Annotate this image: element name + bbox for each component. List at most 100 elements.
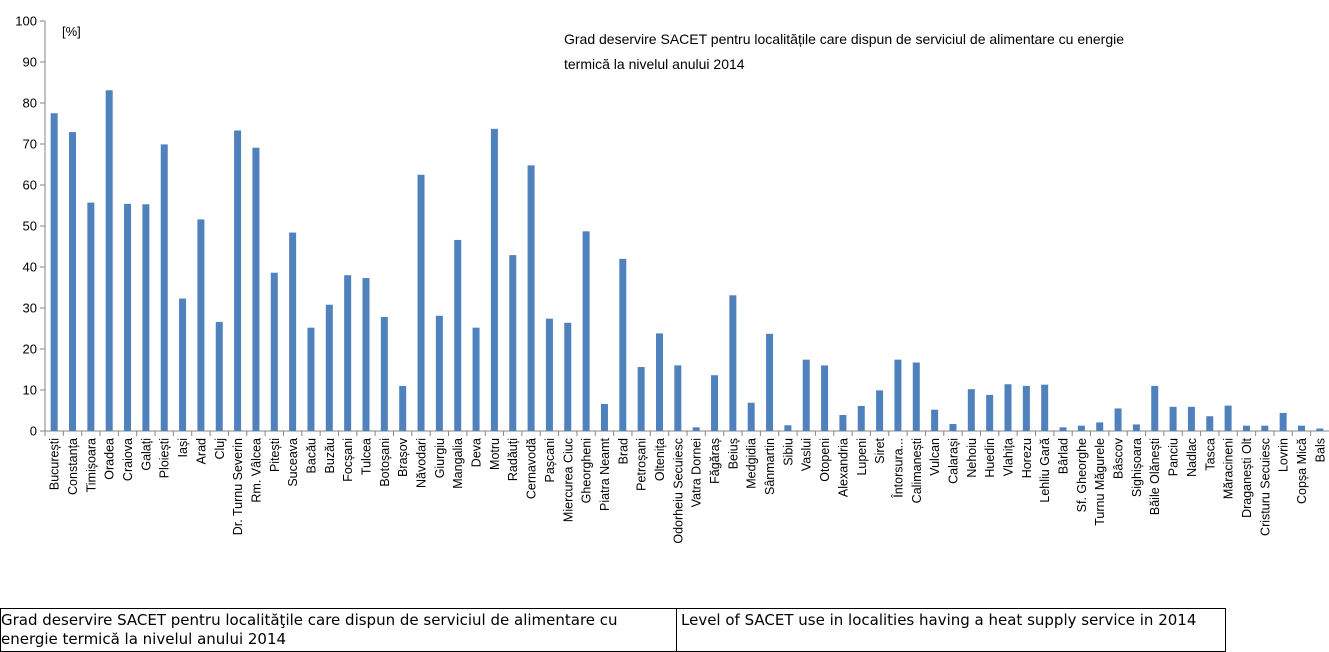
x-category-label: Făgăraș [708,438,722,484]
bar [876,390,884,431]
x-category-label: București [48,438,62,490]
bar [399,385,407,431]
y-tick-label: 20 [23,342,37,357]
x-category-label: Rm. Vâlcea [249,438,263,503]
bar [802,359,810,431]
x-category-label: Focșani [341,438,355,482]
x-category-label: Piatra Neamt [598,437,612,510]
x-category-label: Draganești Olt [1240,437,1254,517]
bar-chart: 0 10 20 30 40 50 60 70 80 90 100 București Constanț… [15,14,1329,544]
bar [1187,406,1195,431]
bar [674,365,682,431]
x-category-label: Ploiești [158,438,172,478]
bar [1114,408,1122,431]
bar [124,203,132,431]
bar [252,147,260,431]
x-category-label: Otopeni [818,438,832,482]
bar [344,275,352,431]
bar [307,327,315,431]
y-axis: 0 10 20 30 40 50 60 70 80 90 100 [15,14,46,439]
x-category-label: Odorheiu Secuiesc [671,438,685,544]
bar [105,90,113,431]
x-category-label: Tulcea [360,438,374,475]
bar [1242,425,1250,431]
bar [435,315,443,431]
x-category-label: Medgidia [745,438,759,489]
bar [69,132,77,432]
bar [821,365,829,431]
bar [692,427,700,431]
bar [986,394,994,431]
x-category-label: Cluj [213,438,227,460]
bar [766,333,774,431]
bar [1279,412,1287,431]
bar [509,255,517,431]
x-category-label: Iași [176,438,190,457]
x-category-label: Petroșani [635,438,649,491]
x-category-label: Galați [139,438,153,471]
x-category-label: Vatra Dornei [690,438,704,507]
bar [527,165,535,431]
bar [1169,406,1177,431]
x-category-label: Sibiu [781,438,795,466]
y-tick-label: 0 [30,424,37,439]
bar [655,333,663,431]
x-category-label: Alexandria [836,438,850,497]
bar [931,409,939,431]
bar [839,415,847,431]
bar [50,113,58,431]
x-category-label: Bâscov [1112,437,1126,479]
x-category-label: Mangalia [451,438,465,489]
bar [160,144,168,431]
bar [179,298,187,431]
bar [1297,425,1305,431]
y-axis-unit-label: [%] [62,24,81,39]
bar [454,239,462,431]
x-category-label: Lehliu Gară [1038,438,1052,503]
bar [142,204,150,431]
x-category-label: Brad [616,438,630,464]
y-tick-label: 70 [23,137,37,152]
bar [289,232,297,431]
x-category-label: Cristuru Secuiesc [1258,438,1272,536]
x-category-label: Băile Olănești [1148,438,1162,515]
bar [729,295,737,431]
bar [490,128,498,431]
bar [87,202,95,431]
y-tick-label: 50 [23,219,37,234]
x-category-label: Vlahița [1002,438,1016,476]
y-tick-label: 10 [23,383,37,398]
x-category-label: Nehoiu [965,438,979,478]
x-category-label: Lovrin [1277,438,1291,472]
bar [1077,425,1085,431]
bar [637,367,645,431]
x-category-label: Dr. Turnu Severin [231,438,245,535]
x-category-label: Tasca [1203,438,1217,471]
bar [949,424,957,431]
x-category-label: Radăuți [506,438,520,481]
x-category-label: Brașov [396,437,410,477]
bar [362,278,370,431]
bar [1151,385,1159,431]
x-category-label: Bârlad [1057,438,1071,474]
x-category-label: Vaslui [800,438,814,471]
bar [619,258,627,431]
x-category-label: Turnu Măgurele [1093,438,1107,526]
x-category-label: Sânmartin [763,438,777,495]
x-category-label: Huedin [983,438,997,478]
x-axis [44,430,1329,436]
bar [1022,385,1030,431]
bar [600,403,608,431]
x-category-label: Suceava [286,438,300,487]
bar [1041,384,1049,431]
bar [234,130,242,431]
bar [472,327,480,431]
x-category-label: Beiuș [726,438,740,469]
bar [1224,405,1232,431]
chart-title-line-2: termică la nivelul anului 2014 [564,56,745,72]
caption-table: Grad deservire SACET pentru localităţile… [0,608,1226,652]
bar [380,317,388,431]
bar [857,405,865,431]
bar [912,362,920,431]
y-tick-label: 40 [23,260,37,275]
